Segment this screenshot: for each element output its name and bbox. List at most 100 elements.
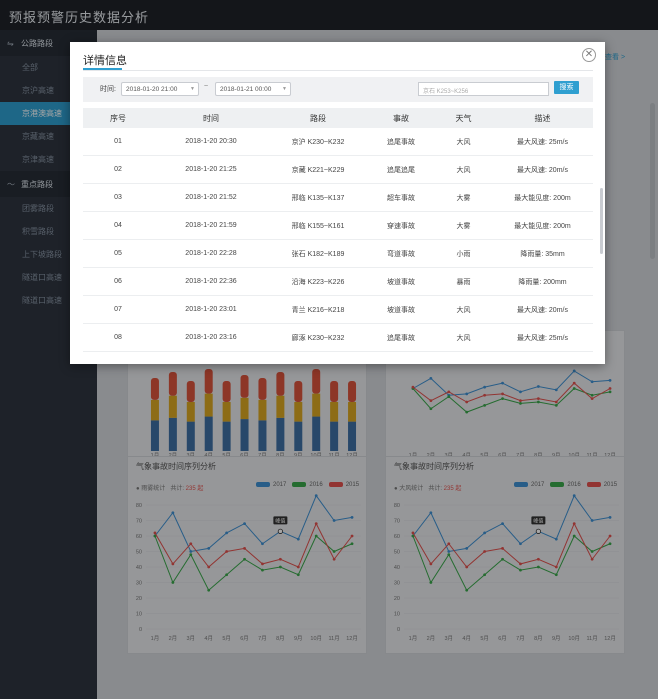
table-cell: 追尾事故: [387, 334, 415, 342]
data-point-2017: [350, 516, 354, 519]
stat-bullet: ●: [136, 486, 140, 492]
bar-segment: [258, 378, 267, 400]
x-tick-label: 6月: [240, 452, 249, 459]
data-point-2015: [332, 557, 336, 561]
close-icon[interactable]: ✕: [582, 48, 596, 62]
bar-segment: [312, 369, 321, 394]
legend-item[interactable]: 2016: [550, 482, 581, 488]
panel-stat: ● 雨雾统计 共计: 235 起: [136, 486, 204, 492]
main-scrollbar[interactable]: [650, 103, 655, 259]
data-point-2016: [554, 403, 558, 407]
data-point-2017: [608, 379, 612, 382]
series-line-2017: [412, 370, 611, 396]
series-line-2015: [412, 522, 611, 568]
data-point-2015: [189, 542, 193, 546]
start-date-select[interactable]: 2018-01-20 21:00 ▼: [121, 82, 199, 96]
column-header: 序号: [110, 113, 126, 123]
data-point-2017: [171, 511, 175, 515]
sidebar-item[interactable]: 积雪路段: [22, 227, 54, 236]
table-scrollbar[interactable]: [600, 188, 603, 254]
sidebar-item[interactable]: 全部: [22, 63, 38, 72]
data-point-2015: [447, 542, 451, 546]
tooltip-text: 峰值: [275, 517, 285, 524]
y-tick-label: 80: [136, 503, 142, 509]
data-point-2016: [447, 553, 451, 556]
detail-modal: 详情信息 ✕ 时间: 2018-01-20 21:00 ▼ ~ 2018-01-…: [70, 42, 605, 364]
x-tick-label: 9月: [294, 635, 303, 642]
legend-item[interactable]: 2015: [586, 482, 617, 488]
table-cell: 降雨量: 200mm: [518, 278, 567, 286]
data-point-2017: [590, 380, 594, 384]
x-tick-label: 2月: [427, 635, 436, 642]
modal-title: 详情信息: [83, 55, 127, 67]
x-tick-label: 2月: [427, 452, 436, 459]
table-cell: 最大风速: 25m/s: [517, 138, 568, 146]
sidebar-group-label: 重点路段: [21, 179, 53, 189]
bar-segment: [276, 372, 285, 396]
table-cell: 小雨: [456, 250, 471, 258]
table-row[interactable]: 03 2018-1-20 21:52 邢临 K135~K137 超车事故 大雾 最大能见度…: [83, 184, 593, 212]
bar-segment: [330, 381, 339, 402]
view-more-link[interactable]: 查看 >: [605, 54, 626, 61]
legend-item[interactable]: 2016: [292, 482, 323, 489]
table-row[interactable]: 01 2018-1-20 20:30 京沪 K230~K232 追尾事故 大风 最大风速:…: [83, 128, 593, 156]
sidebar-item[interactable]: 京津高速: [22, 155, 54, 164]
panel-title: 气象事故时间序列分析: [136, 462, 216, 471]
data-point-2017: [608, 516, 612, 519]
sidebar-item[interactable]: 京藏高速: [22, 132, 54, 141]
table-row[interactable]: 07 2018-1-20 23:01 青兰 K216~K218 坡道事故 大风 最大风速:…: [83, 296, 593, 324]
sidebar-item[interactable]: 隧道口高速: [22, 296, 62, 305]
data-point-2017: [554, 388, 558, 392]
table-row[interactable]: 02 2018-1-20 21:25 京藏 K221~K229 追尾追尾 大风 最大风速:…: [83, 156, 593, 184]
table-cell: 08: [114, 334, 122, 341]
line-chart-top: 1月 2月 3月 4月 5月 6月 7月 8月 9月 10月 11月 12月: [409, 369, 616, 459]
data-point-2015: [278, 557, 282, 561]
data-point-2015: [261, 562, 264, 566]
table-row[interactable]: 08 2018-1-20 23:16 廊涿 K230~K232 追尾事故 大风 最大风速:…: [83, 324, 593, 352]
data-point-2016: [519, 401, 522, 405]
table-cell: 最大能见度: 200m: [514, 222, 571, 230]
sidebar-item[interactable]: 京沪高速: [22, 86, 54, 95]
sidebar-item[interactable]: 上下坡路段: [22, 250, 62, 259]
table-row[interactable]: 05 2018-1-20 22:28 张石 K182~K189 弯道事故 小雨 降雨量: …: [83, 240, 593, 268]
x-tick-label: 1月: [151, 635, 160, 642]
data-point-2016: [590, 393, 594, 397]
series-line-2017: [412, 494, 611, 553]
table-cell: 追尾追尾: [387, 166, 415, 174]
legend-item[interactable]: 2017: [514, 482, 544, 488]
chevron-down-icon: ▼: [190, 86, 195, 92]
data-point-2016: [261, 568, 264, 572]
table-cell: 2018-1-20 21:25: [185, 166, 237, 173]
search-button[interactable]: 搜索: [554, 81, 579, 94]
x-tick-label: 3月: [187, 452, 196, 459]
bar-segment: [312, 416, 321, 451]
y-tick-label: 50: [394, 550, 400, 556]
sidebar-item[interactable]: 团雾路段: [22, 204, 54, 213]
x-tick-label: 7月: [258, 452, 267, 459]
bar-segment: [258, 420, 267, 451]
y-tick-label: 70: [136, 519, 142, 525]
data-point-2015: [429, 399, 433, 403]
data-point-2015: [519, 562, 522, 566]
data-point-2015: [429, 562, 433, 566]
legend-item[interactable]: 2015: [328, 482, 359, 488]
route-icon: ⇋: [7, 38, 14, 48]
app-title: 预报预警历史数据分析: [9, 10, 150, 25]
legend-swatch: [256, 482, 270, 487]
data-point-2015: [608, 534, 612, 538]
legend-label: 2016: [309, 482, 323, 489]
table-row[interactable]: 04 2018-1-20 21:59 邢临 K155~K161 穿速事故 大雾 最大能见度…: [83, 212, 593, 240]
table-cell: 追尾事故: [387, 138, 415, 146]
data-point-2015: [153, 531, 157, 535]
table-row[interactable]: 06 2018-1-20 22:36 沿海 K223~K226 坡道事故 暴雨 降雨量: …: [83, 268, 593, 296]
legend-item[interactable]: 2017: [256, 482, 286, 488]
data-point-2016: [501, 557, 504, 561]
table-cell: 弯道事故: [387, 250, 415, 258]
search-input[interactable]: 京石 K253~K256: [418, 82, 549, 96]
x-tick-label: 5月: [480, 452, 489, 459]
table-cell: 青兰 K216~K218: [291, 306, 345, 314]
table-cell: 05: [114, 250, 122, 257]
sidebar-item[interactable]: 隧道口高速: [22, 273, 62, 282]
end-date-select[interactable]: 2018-01-21 00:00 ▼: [215, 82, 291, 96]
data-point-2015: [590, 557, 594, 561]
